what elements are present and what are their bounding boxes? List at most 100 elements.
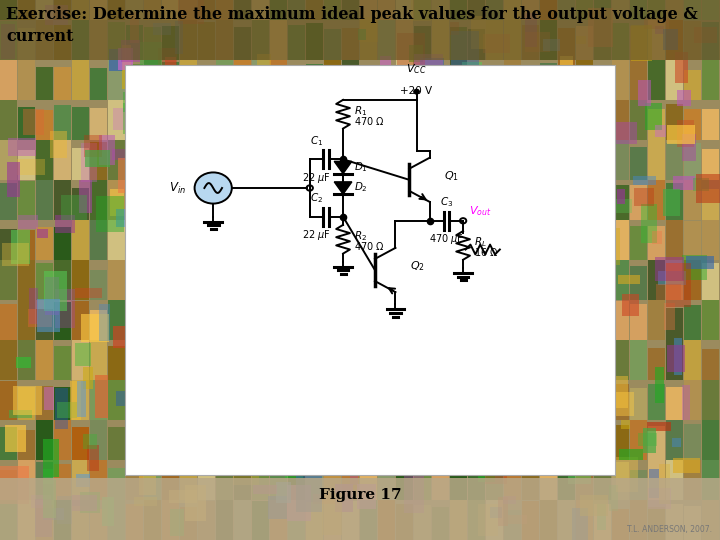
Bar	[594, 0, 611, 20]
Bar	[414, 303, 431, 340]
Bar	[0, 258, 17, 300]
Bar	[612, 23, 629, 60]
Bar	[614, 392, 634, 416]
Bar	[511, 178, 537, 213]
Bar	[609, 485, 618, 511]
Bar	[396, 464, 413, 500]
Bar	[54, 415, 71, 460]
Bar	[192, 151, 205, 160]
Bar	[450, 499, 467, 540]
Text: $D_2$: $D_2$	[354, 180, 368, 194]
Bar	[450, 131, 467, 180]
Bar	[306, 502, 323, 540]
Bar	[522, 144, 539, 180]
Bar	[648, 426, 665, 460]
Bar	[181, 103, 203, 137]
Bar	[396, 217, 413, 260]
Bar	[477, 162, 499, 199]
Bar	[576, 254, 593, 300]
Bar	[198, 70, 215, 100]
Bar	[360, 337, 377, 380]
Bar	[344, 107, 372, 138]
Bar	[252, 184, 269, 220]
Bar	[342, 148, 359, 180]
Bar	[576, 26, 593, 60]
Bar	[619, 449, 643, 460]
Bar	[345, 371, 362, 403]
Bar	[673, 458, 700, 473]
Bar	[450, 258, 467, 300]
Bar	[612, 0, 629, 20]
Bar	[0, 332, 17, 380]
Bar	[585, 351, 611, 379]
Bar	[180, 13, 197, 60]
Bar	[468, 180, 485, 220]
Bar	[268, 496, 287, 519]
Bar	[574, 369, 592, 383]
Bar	[486, 298, 503, 340]
Bar	[147, 307, 157, 333]
Bar	[414, 336, 431, 380]
Bar	[576, 452, 593, 500]
Bar	[638, 433, 657, 446]
Text: $R_L$: $R_L$	[474, 235, 487, 249]
Bar	[112, 149, 125, 160]
Bar	[540, 98, 557, 140]
Bar	[342, 28, 359, 60]
Bar	[252, 255, 269, 300]
Bar	[162, 228, 179, 260]
Bar	[162, 497, 179, 540]
Bar	[360, 496, 377, 540]
Bar	[126, 335, 143, 380]
Bar	[378, 308, 395, 340]
Bar	[270, 371, 287, 420]
Bar	[110, 189, 124, 216]
Text: $Q_1$: $Q_1$	[444, 169, 459, 183]
Bar	[108, 94, 125, 140]
Text: Figure 17: Figure 17	[319, 488, 401, 502]
Bar	[216, 267, 233, 300]
Bar	[630, 0, 647, 20]
Bar	[568, 421, 596, 462]
Bar	[126, 269, 143, 300]
Bar	[347, 341, 369, 382]
Bar	[144, 375, 161, 420]
Bar	[360, 179, 377, 220]
Bar	[682, 134, 696, 161]
Bar	[125, 65, 615, 475]
Bar	[684, 424, 701, 460]
Bar	[95, 375, 108, 418]
Bar	[490, 507, 502, 518]
Bar	[108, 427, 125, 460]
Bar	[486, 230, 503, 260]
Bar	[126, 0, 143, 20]
Bar	[221, 160, 242, 203]
Bar	[677, 120, 694, 147]
Bar	[594, 347, 611, 380]
Bar	[702, 455, 719, 500]
Bar	[303, 141, 326, 173]
Bar	[379, 240, 408, 279]
Bar	[72, 188, 89, 220]
Bar	[162, 62, 179, 100]
Bar	[596, 234, 613, 270]
Bar	[211, 316, 219, 359]
Bar	[414, 54, 443, 93]
Bar	[55, 215, 75, 233]
Text: 470 $\Omega$: 470 $\Omega$	[354, 240, 384, 252]
Bar	[528, 386, 537, 424]
Bar	[350, 115, 372, 143]
Bar	[216, 292, 233, 340]
Bar	[180, 0, 197, 20]
Bar	[288, 464, 305, 500]
Bar	[535, 408, 545, 445]
Bar	[0, 427, 17, 460]
Bar	[324, 29, 341, 60]
Bar	[198, 0, 215, 20]
Bar	[490, 358, 511, 390]
Bar	[644, 18, 669, 29]
Bar	[556, 150, 576, 182]
Bar	[576, 177, 593, 220]
Bar	[376, 411, 387, 439]
Bar	[335, 484, 353, 512]
